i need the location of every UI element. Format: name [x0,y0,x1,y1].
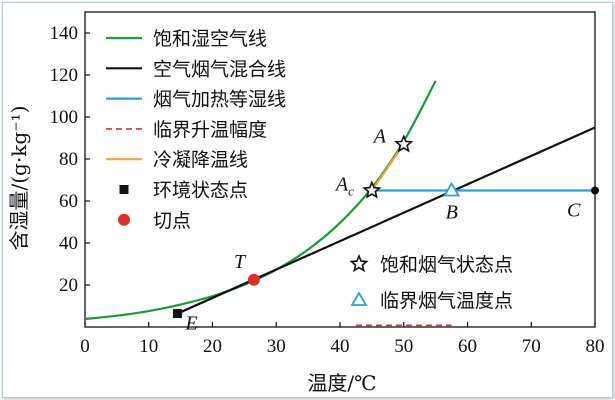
series-line-2 [176,126,596,315]
y-tick-label: 60 [59,191,78,212]
point-label-main: A [372,125,387,147]
point-label-Ac: Ac [334,174,354,199]
x-tick-label: 0 [80,336,90,357]
y-axis-label: 含湿量/(g·kg⁻¹) [7,106,31,251]
legend-label-1: 饱和湿空气线 [153,28,267,50]
point-label-T: T [234,251,247,273]
x-axis-label: 温度/℃ [307,371,376,395]
y-tick-label: 140 [50,23,79,44]
legend-symbol-7 [118,213,130,226]
point-label-main: B [446,202,458,224]
legend-label-6: 环境状态点 [153,180,248,202]
point-marker-B [442,181,461,197]
point-label-A: A [372,125,387,147]
legend-symbol-6 [119,185,129,194]
x-tick-label: 70 [522,336,541,357]
point-label-B: B [446,202,458,224]
y-tick-label: 20 [59,275,78,296]
point-marker-E [172,309,182,319]
y-ticks: 20 40 60 80 100 120 140 [50,23,90,296]
point-label-C: C [567,200,581,222]
legend2-symbol-1 [349,253,369,273]
point-marker-A [394,134,414,153]
legend-label-2: 空气烟气混合线 [153,58,286,80]
y-tick-label: 100 [50,107,79,128]
point-label-main: T [234,251,247,273]
point-label-sub: c [348,184,354,199]
y-tick-label: 120 [50,65,79,86]
legend-label-3: 烟气加热等湿线 [153,89,286,111]
x-tick-label: 10 [139,336,158,357]
point-label-main: A [334,174,349,196]
x-tick-label: 30 [267,336,286,357]
x-ticks: 0 10 20 30 40 50 60 70 80 [80,322,605,357]
y-tick-label: 40 [59,233,78,254]
series-line-1 [84,80,437,321]
x-tick-label: 50 [394,336,413,357]
x-tick-label: 40 [331,336,350,357]
point-marker-T [247,273,260,286]
point-label-main: E [184,313,197,335]
point-marker-Ac [362,180,382,199]
legend-label-4: 临界升温幅度 [153,119,267,141]
series-lines [84,80,596,327]
x-tick-label: 60 [458,336,477,357]
y-tick-label: 80 [59,149,78,170]
legend-label-5: 冷凝降温线 [153,149,248,171]
point-label-main: C [567,200,581,222]
legend2-label-2: 临界烟气温度点 [380,290,513,312]
x-tick-label: 80 [586,336,605,357]
legend2-symbol-2 [350,291,368,306]
legend2-label-1: 饱和烟气状态点 [380,254,513,276]
x-tick-label: 20 [203,336,222,357]
point-marker-C [591,186,599,195]
point-label-E: E [184,313,197,335]
legend-label-7: 切点 [153,210,191,232]
